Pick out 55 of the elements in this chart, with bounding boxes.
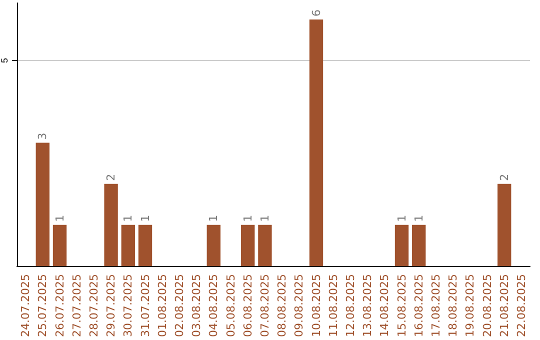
x-tick-label: 08.08.2025 xyxy=(276,274,289,338)
x-tick-label: 16.08.2025 xyxy=(412,274,426,338)
bar xyxy=(258,224,272,266)
x-tick-label: 06.08.2025 xyxy=(241,274,254,338)
x-tick-label: 20.08.2025 xyxy=(480,274,494,338)
x-tick-label: 01.08.2025 xyxy=(156,274,169,338)
data-label: 1 xyxy=(241,214,254,222)
x-tick-label: 15.08.2025 xyxy=(395,274,408,338)
data-label: 1 xyxy=(395,214,408,222)
x-tick-label: 03.08.2025 xyxy=(190,274,204,338)
x-tick-label: 21.08.2025 xyxy=(498,274,511,338)
bar xyxy=(104,184,118,266)
data-label: 3 xyxy=(36,132,50,140)
data-label: 1 xyxy=(122,214,135,222)
x-tick-label: 14.08.2025 xyxy=(378,274,392,338)
x-tick-label: 18.08.2025 xyxy=(446,274,460,338)
bar xyxy=(52,224,67,266)
data-label: 2 xyxy=(104,174,118,181)
x-tick-label: 26.07.2025 xyxy=(53,274,66,338)
bar xyxy=(206,224,220,266)
x-tick-label: 25.07.2025 xyxy=(36,274,50,338)
x-tick-label: 04.08.2025 xyxy=(207,274,220,338)
bar xyxy=(241,224,255,266)
x-tick-label: 07.08.2025 xyxy=(258,274,272,338)
bar xyxy=(138,224,152,266)
x-tick-label: 13.08.2025 xyxy=(361,274,374,338)
x-tick-label: 05.08.2025 xyxy=(224,274,238,338)
bar xyxy=(412,224,426,266)
bar xyxy=(309,19,324,266)
data-label: 2 xyxy=(498,174,511,181)
x-tick-label: 29.07.2025 xyxy=(104,274,118,338)
x-tick-label: 27.07.2025 xyxy=(70,274,84,338)
x-tick-label: 09.08.2025 xyxy=(292,274,306,338)
x-tick-label: 22.08.2025 xyxy=(514,274,528,338)
bar xyxy=(498,184,512,266)
x-tick-label: 24.07.2025 xyxy=(19,274,32,338)
x-tick-label: 19.08.2025 xyxy=(464,274,477,338)
x-tick-label: 17.08.2025 xyxy=(429,274,442,338)
x-tick-label: 11.08.2025 xyxy=(326,274,340,338)
x-tick-label: 31.07.2025 xyxy=(138,274,152,338)
x-tick-label: 10.08.2025 xyxy=(310,274,323,338)
y-tick-label: 5 xyxy=(0,58,10,64)
bar xyxy=(394,224,409,266)
data-label: 1 xyxy=(207,214,220,222)
data-label: 6 xyxy=(310,9,323,16)
x-tick-label: 28.07.2025 xyxy=(87,274,100,338)
data-label: 1 xyxy=(138,214,152,222)
data-label: 1 xyxy=(258,214,272,222)
bar xyxy=(121,224,135,266)
bar xyxy=(36,142,50,266)
x-tick-label: 02.08.2025 xyxy=(172,274,186,338)
x-tick-label: 30.07.2025 xyxy=(122,274,135,338)
data-label: 1 xyxy=(53,214,66,222)
data-label: 1 xyxy=(412,214,426,222)
x-tick-label: 12.08.2025 xyxy=(344,274,357,338)
